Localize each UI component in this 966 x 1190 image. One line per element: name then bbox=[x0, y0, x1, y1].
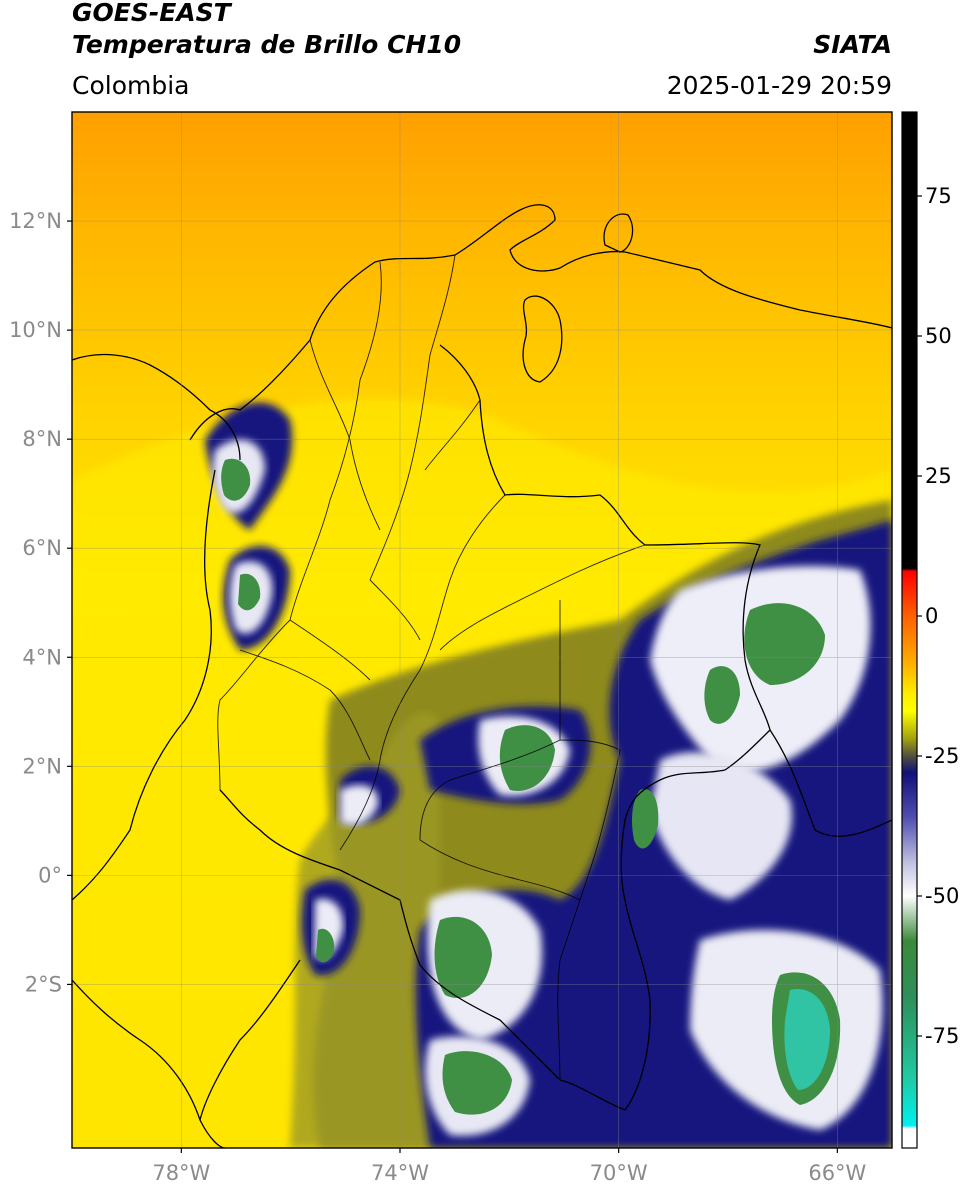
border-ecu-per bbox=[199, 959, 301, 1121]
green-core-5 bbox=[442, 1051, 512, 1115]
lat-tick-label: 8°N bbox=[22, 427, 62, 451]
colorbar-tick-label: 50 bbox=[925, 324, 952, 348]
lake-maracaibo bbox=[522, 295, 563, 383]
colorbar-ticks: 75 50 25 0 -25 -50 -75 bbox=[917, 184, 959, 1048]
lon-tick-label: 70°W bbox=[590, 1161, 648, 1185]
map-field bbox=[72, 112, 892, 1148]
white-top-west bbox=[340, 785, 379, 826]
green-core-6 bbox=[632, 789, 659, 849]
lat-tick-label: 12°N bbox=[9, 209, 62, 233]
green-core-9 bbox=[316, 928, 335, 963]
colorbar-tick-label: 75 bbox=[925, 184, 952, 208]
green-core-1 bbox=[744, 603, 825, 685]
border-col-per bbox=[339, 869, 561, 1081]
green-core-4 bbox=[434, 916, 492, 999]
lon-tick-label: 78°W bbox=[152, 1161, 210, 1185]
border-col-ecu bbox=[219, 789, 341, 871]
white-top-east2 bbox=[650, 752, 792, 900]
satellite-title: GOES-EAST bbox=[72, 0, 231, 27]
latitude-axis: 12°N 10°N 8°N 6°N 4°N 2°N 0° 2°S bbox=[9, 209, 72, 996]
lat-tick-label: 2°S bbox=[25, 972, 62, 996]
agency-label: SIATA bbox=[813, 30, 892, 59]
lat-tick-label: 6°N bbox=[22, 536, 62, 560]
lon-tick-label: 66°W bbox=[808, 1161, 866, 1185]
teal-core bbox=[784, 989, 830, 1090]
coastline-ecuador bbox=[72, 979, 226, 1148]
gridlines bbox=[72, 112, 892, 1148]
green-core-2 bbox=[704, 666, 740, 724]
panama-coast bbox=[72, 353, 241, 461]
colorbar-tick-label: -25 bbox=[925, 744, 959, 768]
longitude-axis: 78°W 74°W 70°W 66°W bbox=[152, 1148, 867, 1185]
colorbar-tick-label: -50 bbox=[925, 884, 959, 908]
lat-tick-label: 2°N bbox=[22, 754, 62, 778]
lat-tick-label: 10°N bbox=[9, 318, 62, 342]
paraguana-peninsula bbox=[603, 213, 634, 253]
lat-tick-label: 0° bbox=[38, 863, 62, 887]
colorbar-tick-label: 0 bbox=[925, 604, 938, 628]
coastline-pacific bbox=[72, 469, 216, 901]
olive-band-west bbox=[290, 712, 440, 1148]
green-core-8 bbox=[238, 573, 261, 611]
map-frame bbox=[71, 111, 893, 1149]
colorbar-tick-label: 25 bbox=[925, 464, 952, 488]
lat-tick-label: 4°N bbox=[22, 645, 62, 669]
product-title: Temperatura de Brillo CH10 bbox=[72, 30, 462, 59]
region-label: Colombia bbox=[72, 71, 190, 100]
green-core-7 bbox=[221, 458, 251, 501]
border-ven-bra bbox=[769, 729, 892, 837]
colorbar bbox=[902, 112, 917, 1148]
colorbar-tick-label: -75 bbox=[925, 1024, 959, 1048]
lon-tick-label: 74°W bbox=[371, 1161, 429, 1185]
green-core-3 bbox=[499, 725, 555, 791]
border-col-bra bbox=[559, 769, 726, 1111]
department-borders bbox=[217, 254, 646, 1081]
datetime-label: 2025-01-29 20:59 bbox=[666, 71, 892, 100]
colorbar-frame bbox=[901, 111, 918, 1149]
